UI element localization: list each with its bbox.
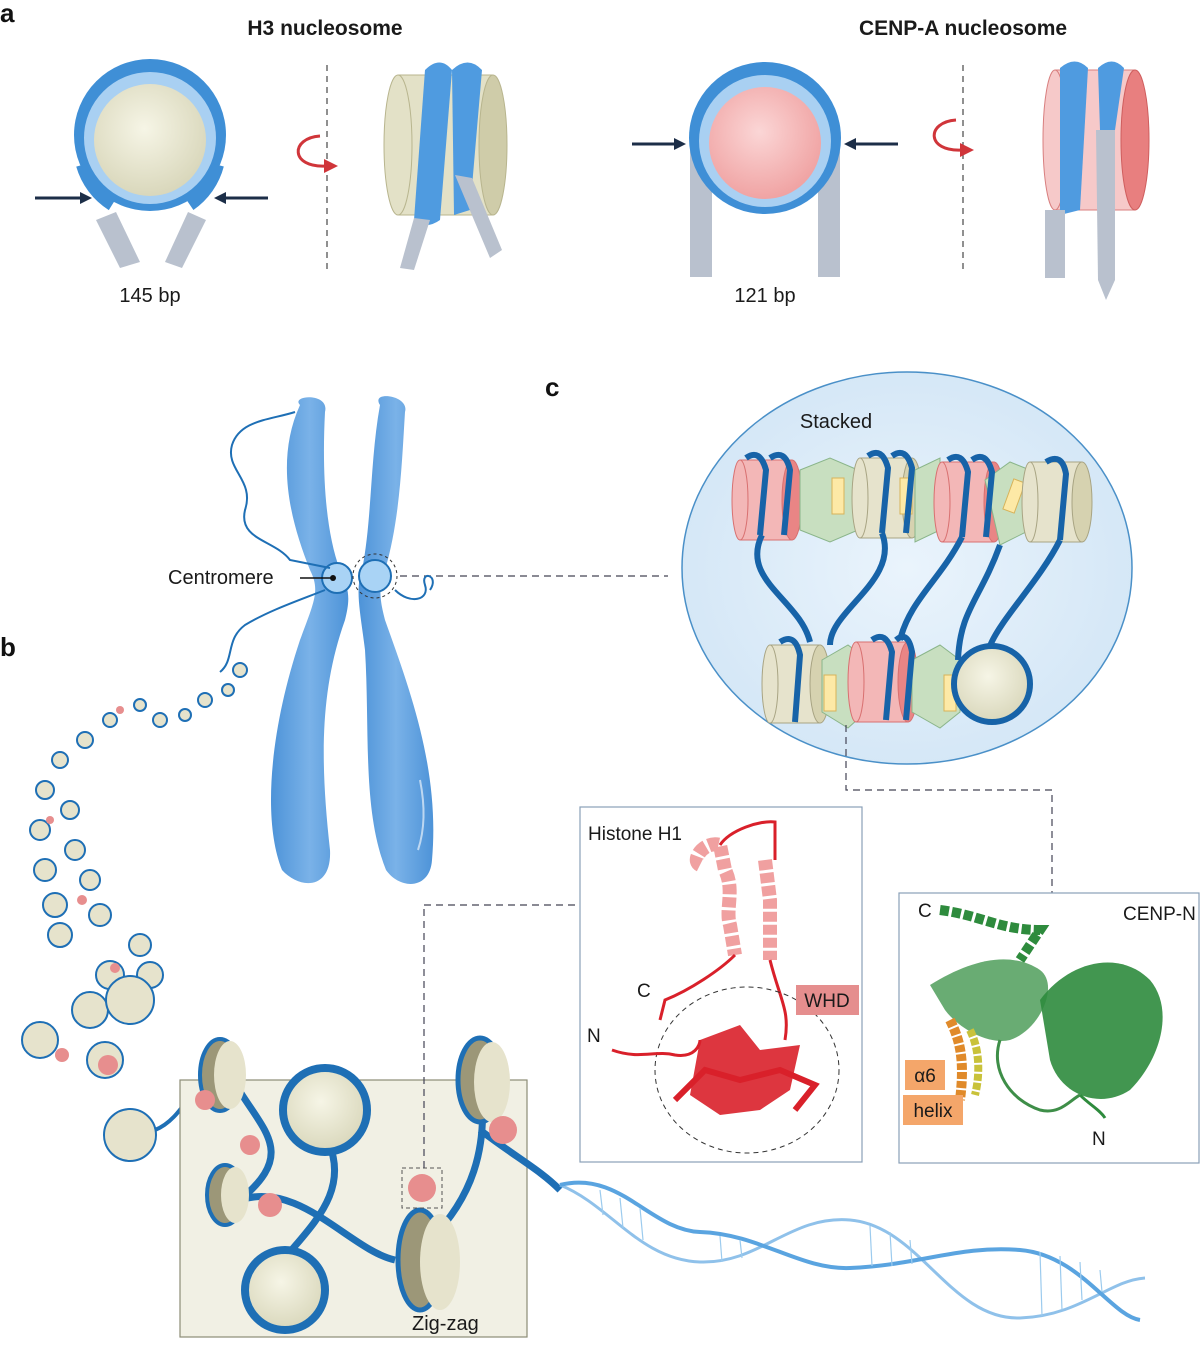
- h3-nucleosome-side-view: [383, 62, 508, 270]
- cenp-n-title: CENP-N: [1123, 904, 1196, 925]
- chromosome: [270, 396, 434, 884]
- h1-n-terminus-label: N: [587, 1026, 601, 1047]
- cenpn-n-terminus-label: N: [1092, 1129, 1106, 1150]
- zigzag-label: Zig-zag: [412, 1313, 479, 1335]
- h3-entry-arrows: [35, 192, 268, 204]
- cenpn-c-terminus-label: C: [918, 901, 932, 922]
- panel-c-letter: c: [545, 372, 559, 402]
- zigzag-fibre: [195, 1035, 563, 1334]
- dna-double-helix: [559, 1180, 1146, 1322]
- whd-label-box: [796, 985, 859, 1015]
- centromere-label: Centromere: [168, 567, 274, 589]
- stacked-fibre-linker-dna: [754, 531, 1063, 661]
- helix-label-box: [903, 1095, 963, 1125]
- stacked-fibre-bottom-row: [761, 634, 1033, 729]
- whd-label: WHD: [804, 991, 849, 1012]
- histone-h1-ribbon: [611, 820, 840, 1154]
- centromere-nucleosomes: [321, 553, 398, 599]
- cenpn-connector-line: [845, 725, 1053, 893]
- panel-b-letter: b: [0, 632, 16, 662]
- alpha6-label-box: [905, 1060, 945, 1090]
- linker-histone-beads: [46, 706, 124, 1075]
- chromatin-loop-top: [219, 411, 434, 673]
- panel-a-letter: a: [0, 0, 15, 28]
- stacked-fibre-top-row: [731, 450, 1093, 546]
- h3-bp-label: 145 bp: [119, 285, 180, 307]
- helix-label: helix: [913, 1101, 953, 1122]
- stacked-label: Stacked: [800, 411, 872, 433]
- alpha6-label: α6: [914, 1066, 936, 1087]
- h1-c-terminus-label: C: [637, 981, 651, 1002]
- histone-h1-title: Histone H1: [588, 824, 682, 845]
- cenpa-bp-label: 121 bp: [734, 285, 795, 307]
- cenpa-nucleosome-side-view: [1042, 61, 1150, 300]
- cenpa-entry-arrows: [632, 138, 898, 150]
- cenpa-nucleosome-front-view: [689, 62, 841, 277]
- cenp-n-ribbon: [930, 905, 1163, 1119]
- h3-rotation-arrow: [296, 134, 338, 173]
- cenpa-rotation-arrow: [932, 118, 974, 157]
- h3-nucleosome-front-view: [74, 59, 226, 268]
- h3-nucleosome-title: H3 nucleosome: [247, 17, 402, 40]
- cenpa-nucleosome-title: CENP-A nucleosome: [859, 17, 1067, 40]
